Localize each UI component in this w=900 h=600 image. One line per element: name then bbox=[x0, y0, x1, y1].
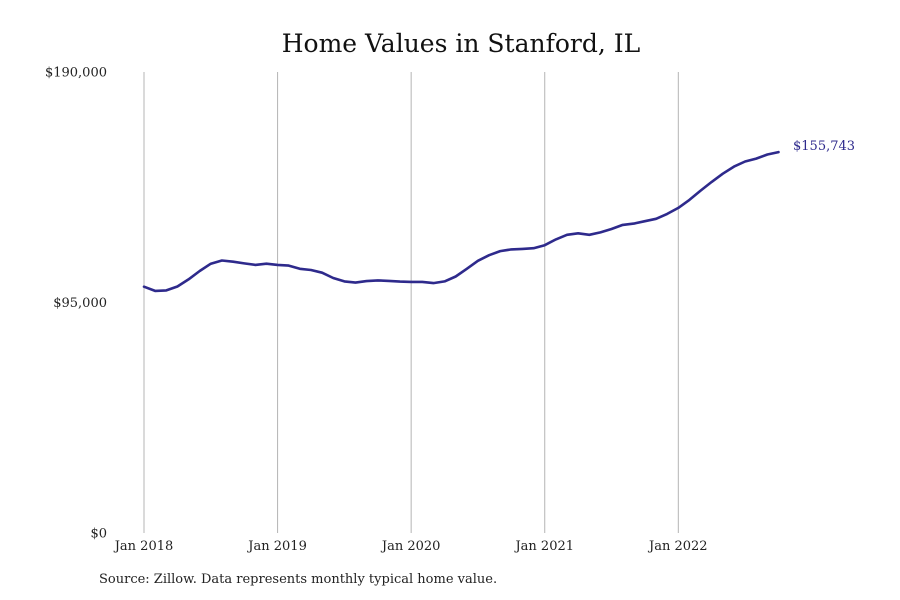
x-tick-label: Jan 2021 bbox=[513, 539, 574, 554]
y-tick-label: $95,000 bbox=[53, 296, 107, 311]
x-tick-label: Jan 2022 bbox=[647, 539, 708, 554]
grid-lines bbox=[143, 72, 679, 533]
series-line bbox=[142, 150, 780, 293]
x-tick-label: Jan 2020 bbox=[380, 539, 441, 554]
source-note: Source: Zillow. Data represents monthly … bbox=[99, 572, 498, 587]
chart-title: Home Values in Stanford, IL bbox=[282, 29, 640, 58]
y-axis-tick-labels: $0 $95,000 $190,000 bbox=[45, 66, 107, 542]
y-tick-label: $0 bbox=[90, 527, 107, 542]
x-tick-label: Jan 2018 bbox=[113, 539, 174, 554]
series-end-label: $155,743 bbox=[793, 139, 855, 154]
series-group: $155,743 bbox=[142, 139, 855, 293]
x-axis-tick-labels: Jan 2018 Jan 2019 Jan 2020 Jan 2021 Jan 2022 bbox=[113, 539, 708, 554]
y-tick-label: $190,000 bbox=[45, 66, 107, 81]
x-tick-label: Jan 2019 bbox=[246, 539, 307, 554]
